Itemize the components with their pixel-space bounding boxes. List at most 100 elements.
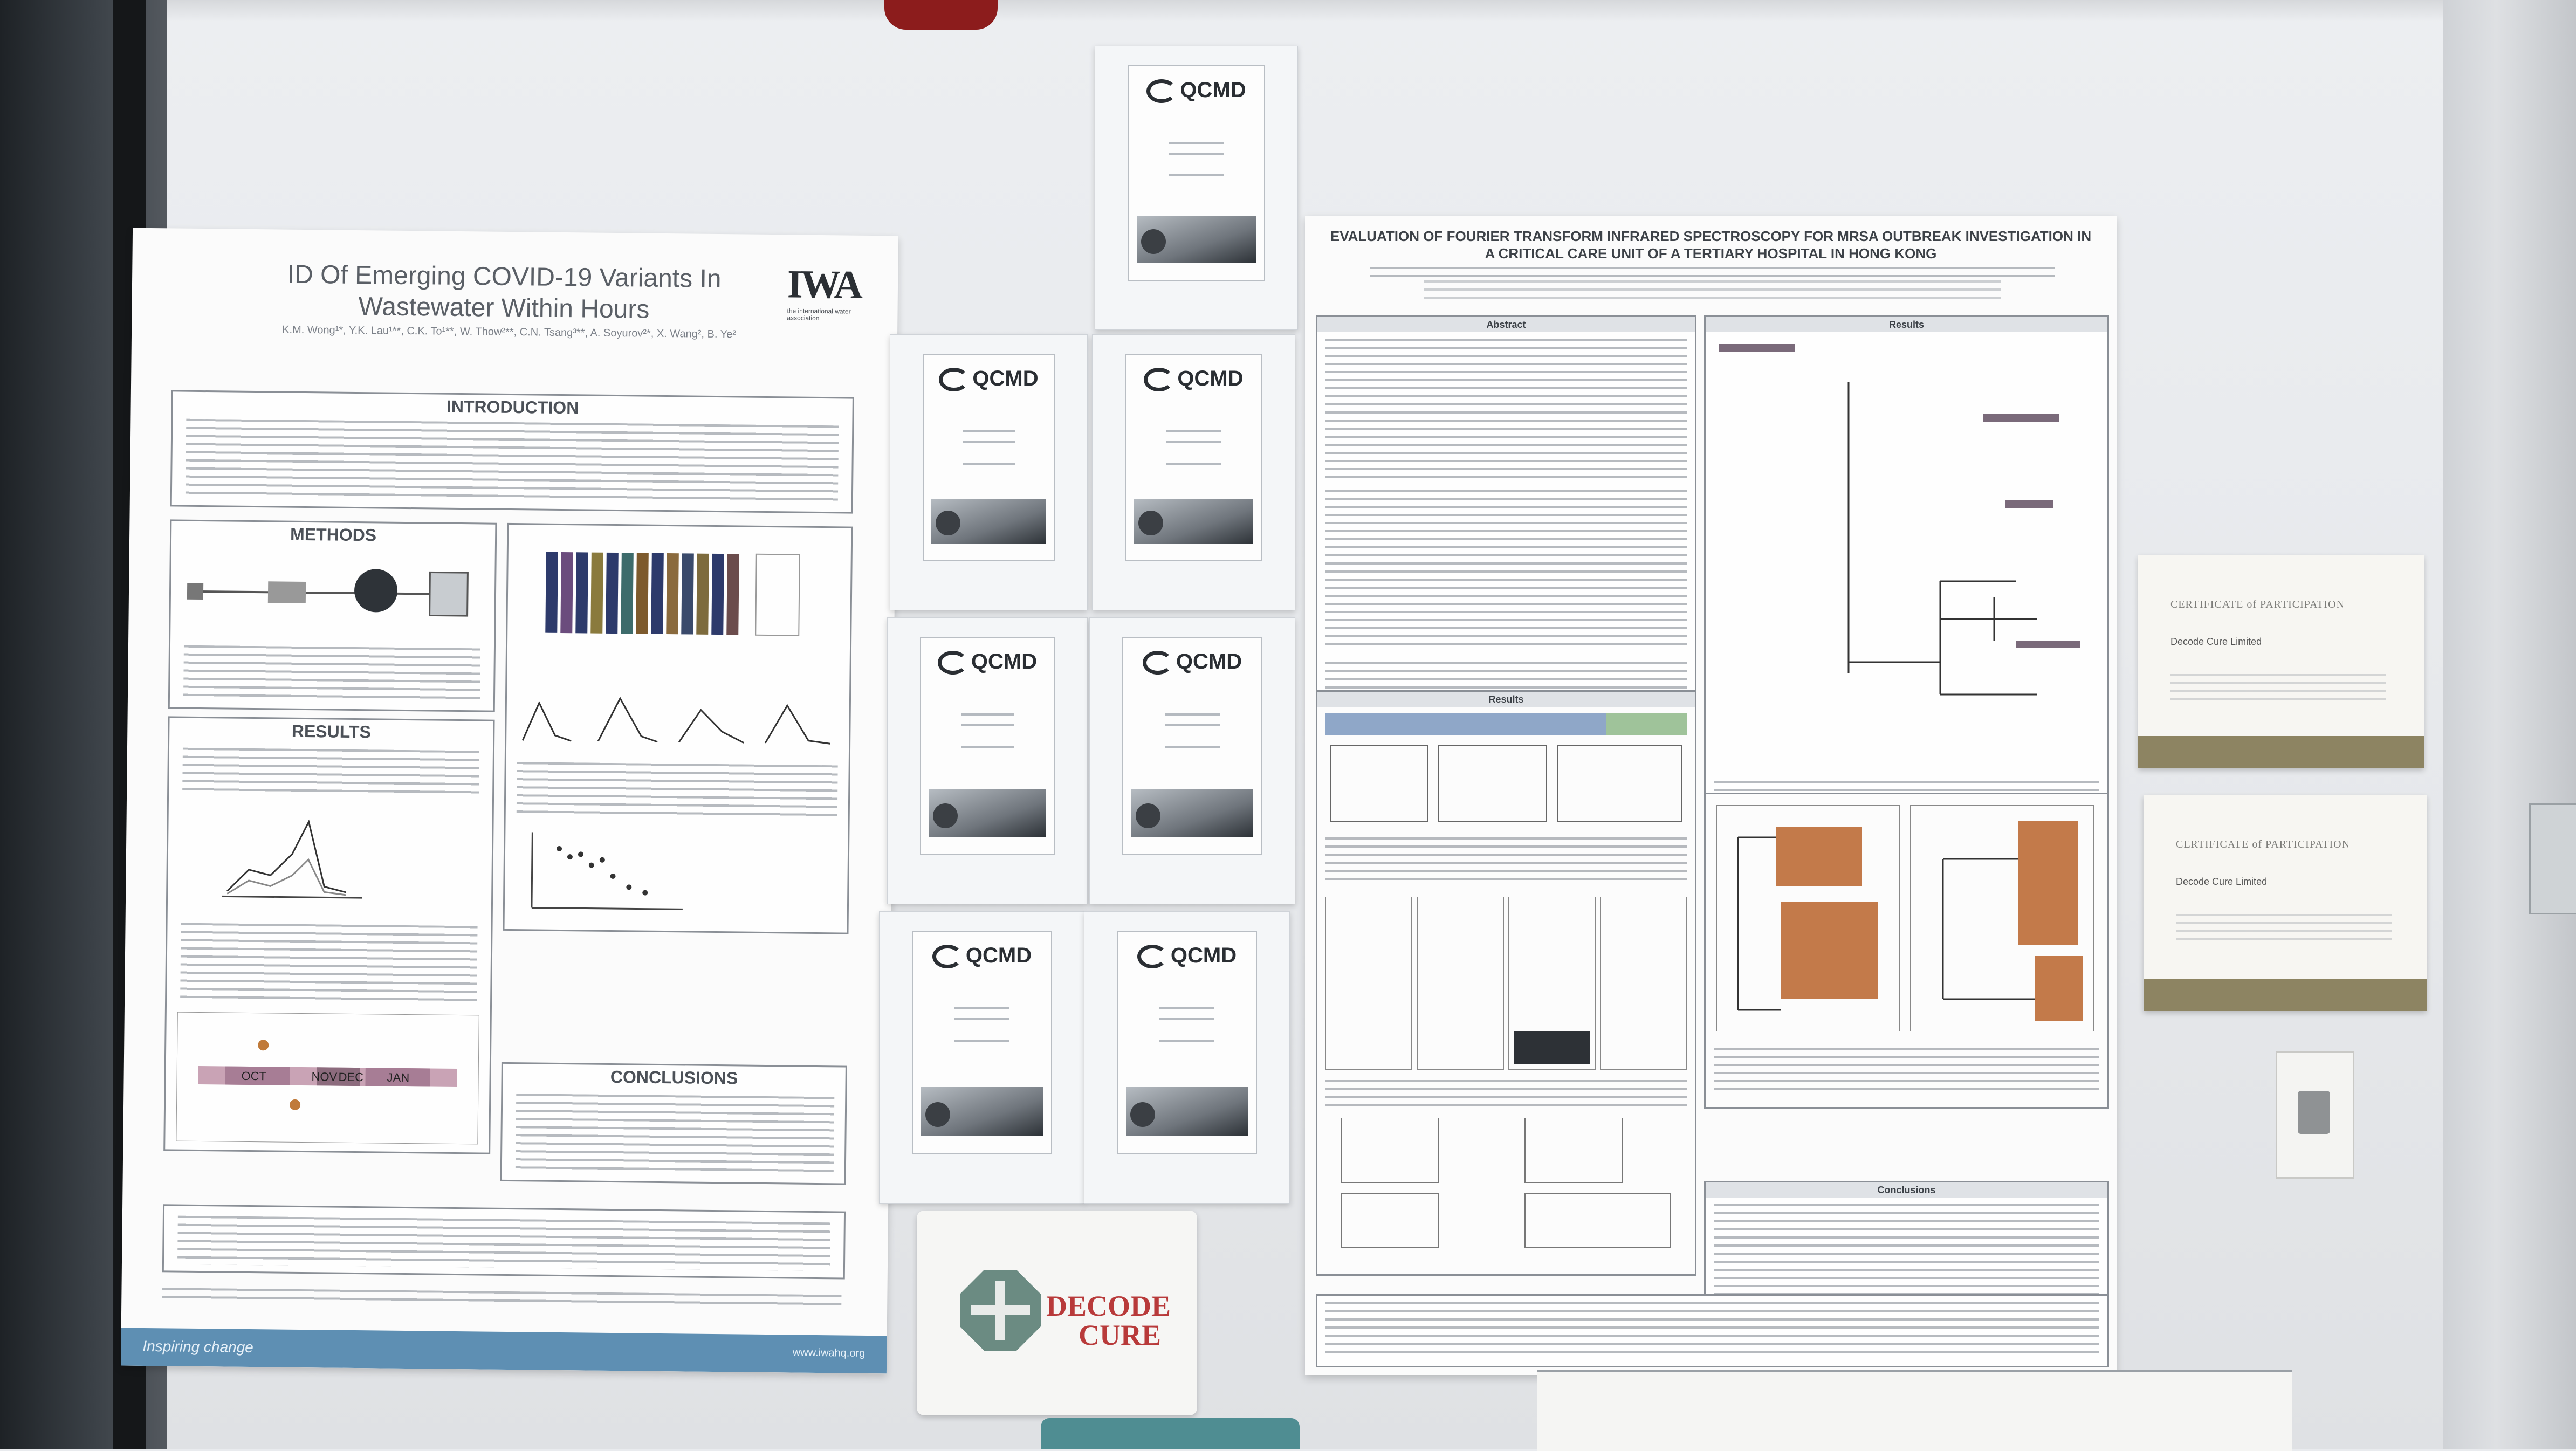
- ftir-title-line1: EVALUATION OF FOURIER TRANSFORM INFRARED…: [1330, 228, 2092, 244]
- conclusions-heading: CONCLUSIONS: [610, 1067, 738, 1088]
- results-text-2: [180, 923, 478, 1002]
- certificate-org: Decode Cure Limited: [2176, 876, 2268, 887]
- qcmd-logo: QCMD: [1126, 367, 1261, 392]
- ftir-poster: EVALUATION OF FOURIER TRANSFORM INFRARED…: [1305, 216, 2117, 1375]
- certificate-seal: [1136, 803, 1161, 828]
- introduction-panel: INTRODUCTION: [170, 390, 854, 514]
- results-tree-panel: Results: [1704, 315, 2109, 858]
- qcmd-logo: QCMD: [924, 367, 1054, 392]
- certificate-frame: QCMD: [920, 637, 1055, 855]
- qcmd-logo: QCMD: [1129, 78, 1264, 104]
- results-panel: RESULTS OCT NOV DEC JAN: [163, 716, 495, 1154]
- certificate-frame: QCMD: [1125, 354, 1262, 561]
- conclusions-panel: CONCLUSIONS: [500, 1062, 847, 1185]
- qcmd-logo: QCMD: [1118, 944, 1256, 969]
- certificate-seal: [925, 1102, 951, 1127]
- references-panel: [162, 1204, 846, 1280]
- qcmd-certificate: QCMD: [1089, 617, 1295, 904]
- timeline-dec: DEC: [338, 1070, 363, 1084]
- acknowledgement-text: [162, 1288, 842, 1309]
- workflow-caption: [1325, 837, 1687, 886]
- workflow-figure: [1325, 713, 1687, 822]
- qcmd-certificate: QCMD: [1084, 911, 1290, 1204]
- phylogenetic-tree: [1719, 344, 2080, 696]
- introduction-text: [185, 418, 839, 504]
- methods-text: [183, 645, 480, 703]
- certificate-seal: [933, 803, 958, 828]
- introduction-heading: INTRODUCTION: [446, 396, 579, 418]
- poster-title-line2: Wastewater Within Hours: [358, 292, 650, 324]
- results-text: [182, 747, 479, 794]
- ftir-affiliations: [1424, 280, 2001, 305]
- methods-workflow-diagram: [187, 569, 469, 617]
- qcmd-certificate: QCMD: [879, 911, 1085, 1204]
- certificate-seal: [935, 511, 960, 536]
- methods-heading: METHODS: [290, 524, 377, 545]
- fire-alarm: [884, 0, 998, 30]
- certificate-org: Decode Cure Limited: [2170, 636, 2262, 647]
- bioinformatic-tools-figure: [1325, 897, 1687, 1070]
- dendrogram-panel: [1704, 793, 2109, 1109]
- switch-rocker: [2298, 1091, 2330, 1134]
- decode-cure-wordmark: DECODE CURE: [1046, 1291, 1171, 1350]
- figures-text: [516, 762, 838, 820]
- iwa-logo-mark: IWA: [787, 262, 861, 307]
- certificate-seal: [1141, 229, 1166, 255]
- wall-bracket: [2529, 803, 2576, 914]
- results-line-chart: [222, 819, 362, 899]
- references-text: [177, 1215, 830, 1271]
- qcmd-certificate: QCMD: [1095, 46, 1298, 330]
- conclusions-text: [515, 1094, 835, 1175]
- ftir-conclusions-text: [1714, 1204, 2099, 1304]
- conclusions-heading: Conclusions: [1706, 1182, 2107, 1198]
- methods-panel: METHODS: [168, 519, 497, 712]
- certificate-text: [2170, 674, 2386, 706]
- certificate-of-participation: CERTIFICATE of PARTICIPATION Decode Cure…: [2144, 795, 2427, 1011]
- abstract-heading: Abstract: [1317, 317, 1695, 332]
- iwa-logo: IWA the international water association: [787, 262, 868, 322]
- certificate-text: [2176, 914, 2392, 946]
- light-switch[interactable]: [2276, 1051, 2354, 1179]
- abstract-text-2: [1325, 490, 1687, 651]
- decode-line1: DECODE: [1046, 1290, 1171, 1322]
- tools-caption: [1325, 1080, 1687, 1107]
- workflow-panel: Results: [1316, 690, 1696, 1276]
- qcmd-logo: QCMD: [921, 650, 1054, 675]
- certificate-seal: [1138, 511, 1163, 536]
- dendrogram-caption: [1714, 1048, 2099, 1096]
- results-heading: Results: [1706, 317, 2107, 332]
- variant-timeline: OCT NOV DEC JAN: [176, 1012, 479, 1145]
- iwa-footer: Inspiring change www.iwahq.org: [120, 1328, 887, 1374]
- ftir-title-line2: A CRITICAL CARE UNIT OF A TERTIARY HOSPI…: [1485, 245, 1937, 262]
- footer-url: www.iwahq.org: [792, 1346, 865, 1359]
- ftir-references-panel: [1316, 1294, 2109, 1367]
- certificate-frame: QCMD: [923, 354, 1055, 561]
- ftir-authors: [1370, 267, 2055, 278]
- poster-title-line1: ID Of Emerging COVID-19 Variants In: [287, 260, 722, 294]
- footer-slogan: Inspiring change: [142, 1337, 254, 1356]
- certificate-frame: QCMD: [1128, 65, 1265, 281]
- ceiling-shadow: [167, 0, 2443, 22]
- ftir-title: EVALUATION OF FOURIER TRANSFORM INFRARED…: [1327, 228, 2095, 262]
- qcmd-logo: QCMD: [1123, 650, 1261, 675]
- iwa-logo-sub: the international water association: [787, 307, 851, 322]
- certificate-seal: [1130, 1102, 1156, 1127]
- teal-box: [1041, 1418, 1300, 1449]
- decode-line2: CURE: [1079, 1319, 1162, 1351]
- stacked-bar-figure: [545, 552, 800, 636]
- timeline-oct: OCT: [241, 1069, 266, 1083]
- certificate-heading: CERTIFICATE of PARTICIPATION: [2176, 838, 2351, 850]
- results-heading: RESULTS: [291, 721, 371, 742]
- right-wall: [2443, 0, 2576, 1449]
- qcmd-certificate: QCMD: [890, 334, 1088, 610]
- qcmd-certificate: QCMD: [1092, 334, 1295, 610]
- certificate-bar: [2144, 979, 2427, 1011]
- certificate-heading: CERTIFICATE of PARTICIPATION: [2170, 599, 2345, 610]
- typing-tables-figure: [1341, 1118, 1671, 1248]
- certificate-frame: QCMD: [1117, 931, 1257, 1154]
- iwa-poster: ID Of Emerging COVID-19 Variants In Wast…: [120, 228, 899, 1374]
- dendrogram-figure: [1716, 805, 2094, 1031]
- qcmd-certificate: QCMD: [887, 617, 1088, 904]
- decode-cure-logo-icon: [960, 1270, 1041, 1351]
- scatter-figure: [531, 832, 683, 910]
